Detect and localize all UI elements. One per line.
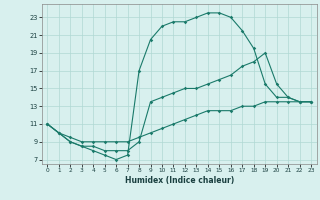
X-axis label: Humidex (Indice chaleur): Humidex (Indice chaleur) (124, 176, 234, 185)
